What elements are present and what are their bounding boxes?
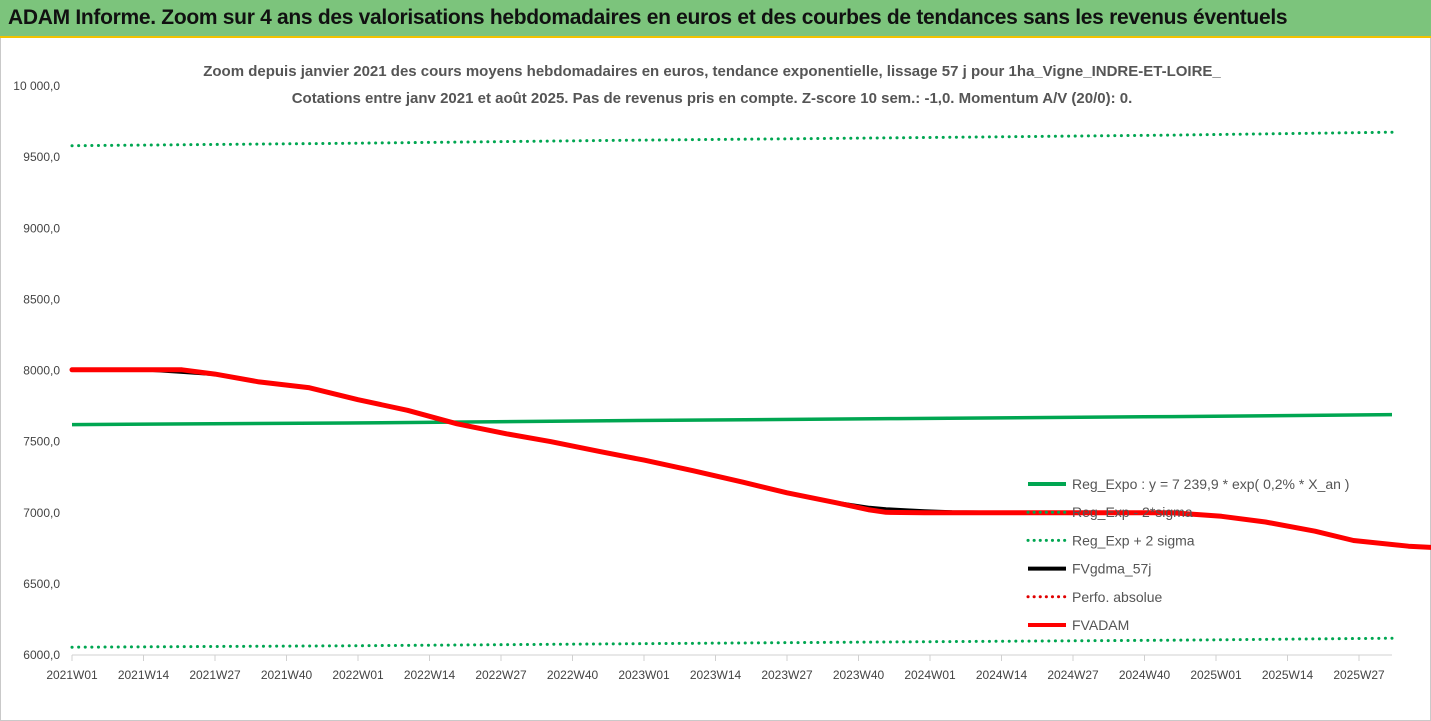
- x-tick-label: 2022W27: [475, 668, 527, 682]
- y-tick-label: 10 000,0: [13, 79, 60, 93]
- x-tick-label: 2024W14: [976, 668, 1028, 682]
- y-tick-label: 8500,0: [23, 292, 60, 306]
- y-tick-label: 9000,0: [23, 221, 60, 235]
- y-tick-label: 7000,0: [23, 506, 60, 520]
- x-tick-label: 2023W27: [761, 668, 813, 682]
- chart-title: Zoom depuis janvier 2021 des cours moyen…: [203, 63, 1221, 80]
- y-tick-label: 7500,0: [23, 435, 60, 449]
- x-tick-label: 2025W27: [1333, 668, 1385, 682]
- x-tick-label: 2023W14: [690, 668, 742, 682]
- legend-label: FVgdma_57j: [1072, 561, 1151, 577]
- x-tick-label: 2022W40: [547, 668, 599, 682]
- series-layer: [69, 130, 1431, 649]
- y-tick-label: 6000,0: [23, 648, 60, 662]
- x-tick-label: 2021W40: [261, 668, 313, 682]
- x-tick-label: 2021W27: [189, 668, 241, 682]
- legend-label: FVADAM: [1072, 617, 1129, 633]
- x-tick-label: 2021W01: [46, 668, 98, 682]
- series-reg-expo-y-7-239-9-exp-0-2-x-an-line: [71, 412, 1393, 427]
- x-tick-label: 2025W01: [1190, 668, 1242, 682]
- y-tick-label: 6500,0: [23, 577, 60, 591]
- chart-area: Zoom depuis janvier 2021 des cours moyen…: [13, 63, 1431, 682]
- series-reg-exp-2-sigma-line: [70, 130, 1394, 148]
- x-tick-label: 2024W27: [1047, 668, 1099, 682]
- x-tick-label: 2023W40: [833, 668, 885, 682]
- chart-legend: Reg_Expo : y = 7 239,9 * exp( 0,2% * X_a…: [1026, 476, 1349, 633]
- series-fvgdma-57j-line: [72, 367, 1431, 550]
- x-tick-label: 2022W01: [332, 668, 384, 682]
- y-tick-label: 9500,0: [23, 150, 60, 164]
- x-tick-label: 2024W40: [1119, 668, 1171, 682]
- x-tick-label: 2025W14: [1262, 668, 1314, 682]
- chart-subtitle: Cotations entre janv 2021 et août 2025. …: [292, 90, 1133, 107]
- y-tick-label: 8000,0: [23, 364, 60, 378]
- legend-label: Perfo. absolue: [1072, 589, 1162, 605]
- report-title: ADAM Informe. Zoom sur 4 ans des valoris…: [8, 6, 1288, 29]
- report-banner: ADAM Informe. Zoom sur 4 ans des valoris…: [0, 0, 1431, 38]
- legend-label: Reg_Exp - 2*sigma: [1072, 504, 1193, 520]
- x-tick-label: 2021W14: [118, 668, 170, 682]
- series-fvadam-line: [69, 367, 1431, 550]
- series-reg-exp-2-sigma-line: [70, 636, 1394, 649]
- chart-axes: 6000,0 6500,0 7000,0 7500,0 8000,0 8500,0 9000…: [13, 79, 1392, 682]
- legend-label: Reg_Exp + 2 sigma: [1072, 532, 1195, 548]
- x-tick-label: 2023W01: [618, 668, 670, 682]
- x-tick-label: 2022W14: [404, 668, 456, 682]
- legend-label: Reg_Expo : y = 7 239,9 * exp( 0,2% * X_a…: [1072, 476, 1349, 492]
- x-tick-label: 2024W01: [904, 668, 956, 682]
